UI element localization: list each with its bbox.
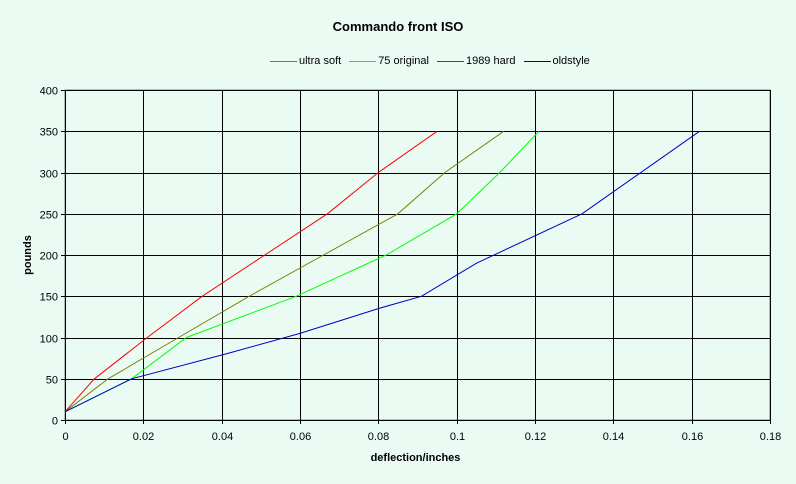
y-tick-label: 250 <box>40 210 58 222</box>
x-axis-label: deflection/inches <box>371 452 461 464</box>
y-tick-label: 200 <box>40 251 58 263</box>
legend-swatch <box>349 60 377 62</box>
y-tick-label: 150 <box>40 292 58 304</box>
series-line-75-original <box>64 130 540 413</box>
series-line-ultra-soft <box>64 130 504 413</box>
x-tick-label: 0.12 <box>525 431 546 443</box>
legend-label: 75 original <box>378 55 429 67</box>
y-tick-label: 50 <box>46 375 58 387</box>
legend: ultra soft 75 original 1989 hard oldstyl… <box>270 55 598 67</box>
x-tick-label: 0.08 <box>368 431 389 443</box>
y-axis-label: pounds <box>22 235 34 275</box>
x-tick-label: 0.16 <box>682 431 703 443</box>
x-tick-label: 0.14 <box>603 431 624 443</box>
x-tick-label: 0.04 <box>212 431 233 443</box>
x-tick-label: 0.06 <box>290 431 311 443</box>
x-tick-label: 0 <box>62 431 68 443</box>
chart-title: Commando front ISO <box>332 19 464 34</box>
series-line-oldstyle <box>64 130 700 413</box>
y-tick-label: 300 <box>40 169 58 181</box>
x-tick-label: 0.18 <box>760 431 781 443</box>
y-tick-label: 400 <box>40 86 58 98</box>
legend-label: ultra soft <box>299 55 342 67</box>
legend-item-75-original: 75 original <box>349 55 429 67</box>
legend-swatch <box>523 60 551 62</box>
x-tick-label: 0.1 <box>450 431 465 443</box>
legend-swatch <box>436 60 464 62</box>
legend-item-ultra-soft: ultra soft <box>270 55 341 67</box>
y-tick-label: 0 <box>52 416 58 428</box>
x-tick-label: 0.02 <box>133 431 154 443</box>
legend-item-oldstyle: oldstyle <box>523 55 590 67</box>
legend-item-1989-hard: 1989 hard <box>436 55 516 67</box>
legend-label: 1989 hard <box>465 55 516 67</box>
y-tick-label: 100 <box>40 334 58 346</box>
series-line-1989-hard <box>64 130 438 413</box>
y-tick-label: 350 <box>40 127 58 139</box>
legend-swatch <box>270 60 297 62</box>
legend-label: oldstyle <box>552 55 590 67</box>
